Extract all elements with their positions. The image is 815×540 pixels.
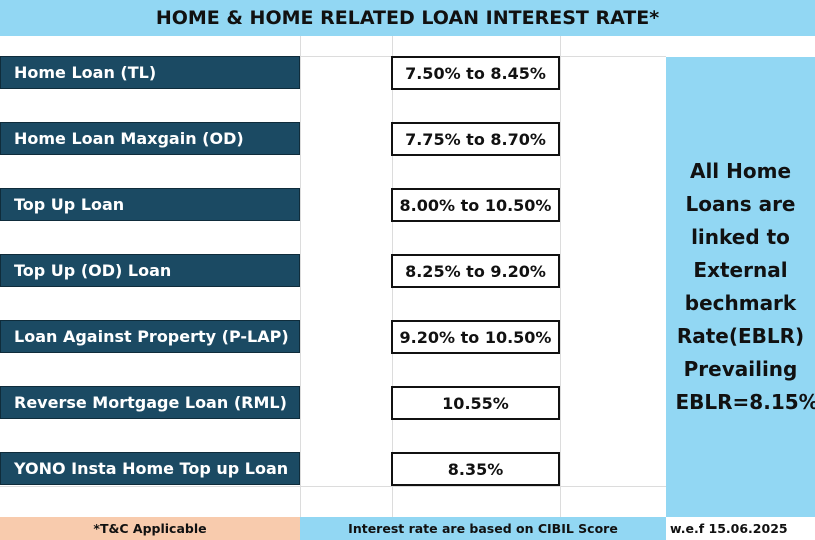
effective-date: w.e.f 15.06.2025 — [666, 517, 815, 540]
eblr-note-panel: All Home Loans are linked to External be… — [666, 57, 815, 517]
cibil-note: Interest rate are based on CIBIL Score — [300, 517, 666, 540]
tc-note: *T&C Applicable — [0, 517, 300, 540]
rate-top-up-loan: 8.00% to 10.50% — [391, 188, 560, 222]
loan-label-home-loan-maxgain: Home Loan Maxgain (OD) — [0, 122, 300, 155]
page-title: HOME & HOME RELATED LOAN INTEREST RATE* — [0, 0, 815, 36]
loan-label-lap: Loan Against Property (P-LAP) — [0, 320, 300, 353]
grid-line — [0, 486, 666, 487]
rate-yono-insta: 8.35% — [391, 452, 560, 486]
rate-home-loan-tl: 7.50% to 8.45% — [391, 56, 560, 90]
side-spacer-cell — [666, 36, 815, 57]
grid-line — [0, 56, 666, 57]
loan-label-top-up-od: Top Up (OD) Loan — [0, 254, 300, 287]
rate-home-loan-maxgain: 7.75% to 8.70% — [391, 122, 560, 156]
rate-rml: 10.55% — [391, 386, 560, 420]
loan-label-yono-insta: YONO Insta Home Top up Loan — [0, 452, 300, 485]
loan-label-rml: Reverse Mortgage Loan (RML) — [0, 386, 300, 419]
loan-label-top-up-loan: Top Up Loan — [0, 188, 300, 221]
rate-lap: 9.20% to 10.50% — [391, 320, 560, 354]
grid-line — [300, 36, 301, 517]
grid-line — [560, 36, 561, 517]
rate-top-up-od: 8.25% to 9.20% — [391, 254, 560, 288]
eblr-note-text: All Home Loans are linked to External be… — [675, 159, 815, 414]
loan-label-home-loan-tl: Home Loan (TL) — [0, 56, 300, 89]
